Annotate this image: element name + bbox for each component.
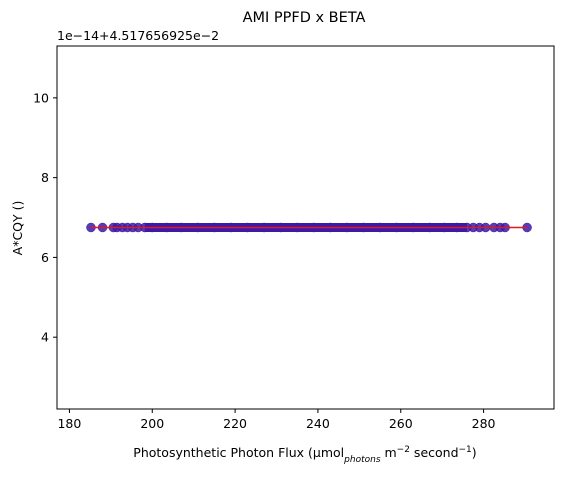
chart-title: AMI PPFD x BETA: [243, 10, 366, 26]
x-tick-label: 240: [306, 416, 330, 431]
x-tick-label: 220: [223, 416, 247, 431]
x-tick-label: 280: [472, 416, 496, 431]
y-tick-label: 4: [41, 330, 49, 345]
y-axis-ticks: 4 6 8 10: [33, 90, 57, 345]
x-axis-label: Photosynthetic Photon Flux (μmolphotons …: [133, 445, 476, 465]
plot-content: [86, 222, 532, 233]
x-tick-label: 260: [389, 416, 413, 431]
y-axis-offset-label: 1e−14+4.517656925e−2: [57, 28, 219, 43]
y-axis-label: A*CQY (): [10, 201, 25, 256]
y-tick-label: 10: [33, 90, 49, 105]
y-tick-label: 6: [41, 250, 49, 265]
x-tick-label: 180: [57, 416, 81, 431]
y-tick-label: 8: [41, 170, 49, 185]
x-axis-ticks: 180 200 220 240 260 280: [57, 409, 496, 431]
plot-area-frame: [56, 45, 555, 410]
x-tick-label: 200: [140, 416, 164, 431]
